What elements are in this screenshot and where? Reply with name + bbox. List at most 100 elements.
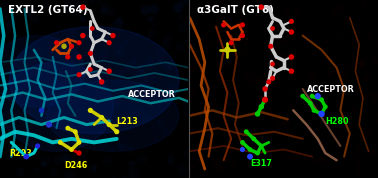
Point <box>114 23 120 26</box>
Point <box>302 165 308 168</box>
Point <box>217 166 223 169</box>
Point <box>76 56 82 58</box>
Point <box>19 156 25 158</box>
Point <box>57 26 63 29</box>
Point <box>210 127 216 130</box>
Point <box>369 93 375 95</box>
Point <box>68 65 74 68</box>
Point <box>307 102 313 105</box>
Point <box>99 116 105 119</box>
Point <box>230 104 236 107</box>
Point <box>319 112 325 115</box>
Point <box>361 96 367 99</box>
Point <box>341 78 347 81</box>
Point <box>160 169 166 171</box>
Point <box>46 95 52 98</box>
Point <box>146 36 152 39</box>
Point <box>219 9 225 12</box>
Ellipse shape <box>9 27 179 134</box>
Point <box>247 155 253 158</box>
Point <box>274 124 280 127</box>
Point <box>138 73 144 76</box>
Point <box>43 3 49 6</box>
Point <box>101 4 107 7</box>
Point <box>288 31 294 33</box>
Point <box>44 104 50 106</box>
Point <box>333 137 339 140</box>
Point <box>143 116 149 119</box>
Point <box>149 17 155 20</box>
Point <box>192 52 198 54</box>
Point <box>243 43 249 45</box>
Point <box>212 5 218 8</box>
Point <box>289 157 295 159</box>
Point <box>219 0 225 3</box>
Point <box>352 151 358 154</box>
Point <box>17 171 23 174</box>
Point <box>64 42 70 44</box>
Point <box>134 111 140 114</box>
Point <box>43 96 50 99</box>
Point <box>168 134 174 137</box>
Point <box>19 168 25 171</box>
Point <box>176 7 182 10</box>
Point <box>274 115 280 118</box>
Point <box>206 107 212 110</box>
Point <box>365 131 371 134</box>
Point <box>162 131 168 134</box>
Point <box>96 0 102 3</box>
Point <box>0 32 4 34</box>
Point <box>13 148 19 151</box>
Point <box>263 167 269 170</box>
Text: ACCEPTOR: ACCEPTOR <box>128 90 176 99</box>
Point <box>234 62 240 65</box>
Point <box>261 158 267 161</box>
Point <box>20 116 26 119</box>
Point <box>235 24 241 27</box>
Point <box>91 167 98 170</box>
Point <box>157 59 163 62</box>
Point <box>150 126 156 129</box>
Point <box>57 141 63 144</box>
Point <box>197 158 203 161</box>
Point <box>116 22 122 24</box>
Point <box>180 1 186 4</box>
Point <box>240 3 246 6</box>
Point <box>10 62 16 65</box>
Point <box>216 135 222 138</box>
Point <box>350 63 356 66</box>
Point <box>112 146 118 149</box>
Point <box>180 27 186 30</box>
Point <box>308 157 314 160</box>
Point <box>246 119 252 122</box>
Point <box>27 11 33 14</box>
Point <box>310 73 316 76</box>
Point <box>94 37 100 40</box>
Point <box>345 80 352 83</box>
Point <box>319 98 325 101</box>
Point <box>110 149 116 152</box>
Point <box>32 18 38 20</box>
Point <box>91 74 98 77</box>
Point <box>258 105 264 108</box>
Point <box>134 39 140 42</box>
Point <box>333 54 339 57</box>
Point <box>369 150 375 153</box>
Point <box>193 145 199 148</box>
Point <box>67 174 73 177</box>
Point <box>277 155 284 158</box>
Point <box>89 27 95 30</box>
Point <box>331 12 337 14</box>
Point <box>80 6 86 9</box>
Point <box>166 64 172 67</box>
Point <box>369 5 375 8</box>
Point <box>90 166 96 169</box>
Point <box>106 41 112 44</box>
Point <box>132 59 138 62</box>
Point <box>35 145 41 147</box>
Point <box>363 77 369 79</box>
Point <box>361 2 367 5</box>
Point <box>42 160 48 163</box>
Point <box>342 128 348 131</box>
Point <box>177 45 183 48</box>
